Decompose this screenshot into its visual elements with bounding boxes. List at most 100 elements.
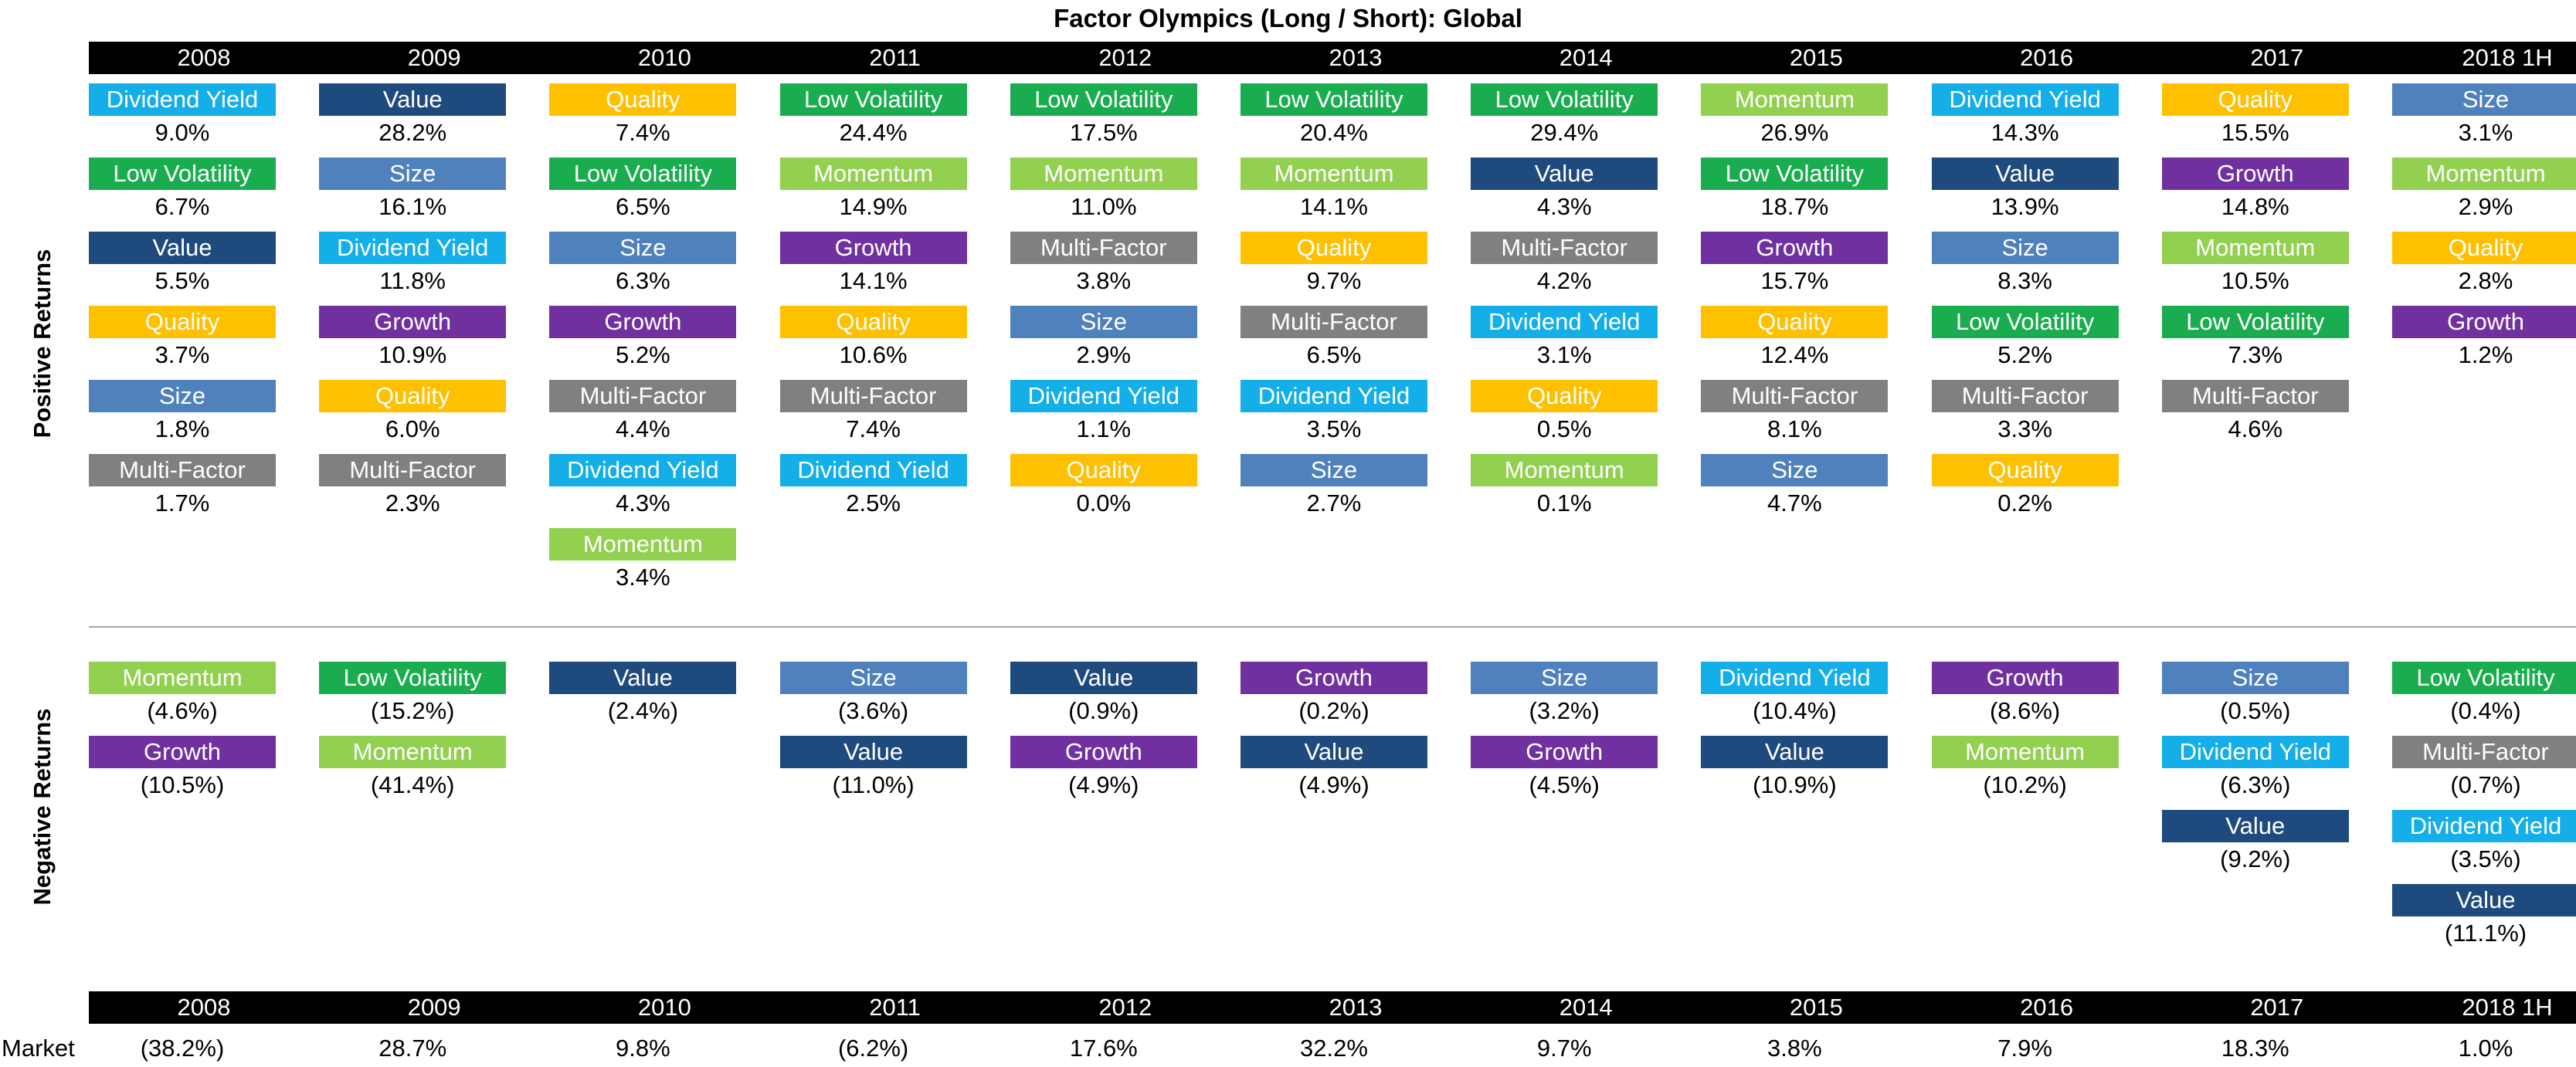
positive-factor-label-low-volatility: Low Volatility (89, 158, 276, 190)
positive-factor-label-quality: Quality (1010, 454, 1197, 486)
positive-factor-value: 2.5% (846, 489, 901, 517)
negative-factor-label-value: Value (549, 662, 737, 694)
positive-factor-value: 2.9% (1076, 341, 1132, 368)
positive-factor-value: 10.5% (2221, 267, 2289, 294)
positive-factor-label-quality: Quality (1471, 380, 1658, 412)
positive-factor-value: 3.8% (1076, 267, 1132, 294)
negative-factor-value: (41.4%) (370, 771, 455, 798)
negative-factor-label-momentum: Momentum (319, 736, 507, 768)
year-header-2010: 2010 (637, 44, 691, 71)
market-return-value: 7.9% (1997, 1035, 2052, 1062)
market-row-label: Market (2, 1035, 75, 1062)
negative-factor-label-value: Value (1010, 662, 1197, 694)
positive-factor-label-quality: Quality (89, 306, 276, 338)
positive-factor-value: 5.5% (154, 267, 210, 294)
positive-factor-value: 11.8% (379, 267, 446, 294)
positive-factor-label-size: Size (1701, 454, 1889, 486)
year-header-2012: 2012 (1098, 44, 1152, 71)
positive-factor-label-growth: Growth (319, 306, 507, 338)
positive-factor-label-value: Value (1931, 158, 2119, 190)
positive-factor-label-quality: Quality (779, 306, 967, 338)
negative-factor-value: (0.2%) (1298, 697, 1369, 724)
negative-factor-value: (0.9%) (1068, 697, 1139, 724)
positive-factor-value: 3.4% (616, 564, 670, 591)
positive-factor-label-multi-factor: Multi-Factor (1931, 380, 2119, 412)
negative-factor-value: (4.5%) (1529, 771, 1600, 798)
negative-factor-label-growth: Growth (1931, 662, 2119, 694)
negative-factor-label-low-volatility: Low Volatility (2392, 662, 2576, 694)
positive-factor-value: 18.7% (1760, 193, 1829, 220)
positive-factor-value: 7.4% (616, 119, 670, 146)
positive-factor-label-momentum: Momentum (2392, 158, 2576, 190)
positive-factor-label-momentum: Momentum (549, 528, 737, 561)
year-header-2016: 2016 (2020, 994, 2074, 1021)
year-header-2008: 2008 (177, 994, 231, 1021)
positive-factor-value: 6.0% (385, 415, 440, 442)
year-header-2011: 2011 (869, 994, 921, 1021)
market-return-value: (38.2%) (140, 1035, 225, 1062)
negative-factor-value: (6.3%) (2220, 771, 2291, 798)
positive-factor-value: 12.4% (1760, 341, 1829, 368)
positive-factor-value: 7.4% (846, 415, 901, 442)
positive-factor-value: 28.2% (378, 119, 447, 146)
positive-factor-value: 10.9% (378, 341, 447, 368)
positive-factor-label-dividend-yield: Dividend Yield (319, 232, 507, 264)
year-header-2016: 2016 (2020, 44, 2074, 71)
positive-factor-value: 0.2% (1997, 489, 2052, 517)
negative-factor-value: (10.9%) (1753, 771, 1837, 798)
year-header-bottom: 2008 2009 2010 2011 2012 2013 2014 2015 2016 2017… (89, 991, 2576, 1024)
negative-factor-value: (0.5%) (2220, 697, 2291, 724)
positive-factor-value: 3.5% (1306, 415, 1362, 442)
positive-factor-label-low-volatility: Low Volatility (1471, 83, 1658, 116)
positive-factor-label-growth: Growth (549, 306, 737, 338)
year-header-top: 2008 2009 2010 2011 2012 2013 2014 2015 2016 2017… (89, 42, 2576, 74)
positive-factor-label-multi-factor: Multi-Factor (779, 380, 967, 412)
negative-factor-value: (11.1%) (2444, 920, 2527, 947)
positive-factor-value: 0.1% (1536, 489, 1592, 517)
negative-factor-value: (2.4%) (607, 697, 679, 724)
positive-factor-value: 4.3% (1536, 193, 1592, 220)
positive-factor-label-momentum: Momentum (1701, 83, 1889, 116)
positive-factor-value: 14.1% (1300, 193, 1368, 220)
market-return-value: 9.7% (1536, 1035, 1592, 1062)
positive-factor-label-size: Size (549, 232, 737, 264)
positive-factor-label-momentum: Momentum (2161, 232, 2349, 264)
negative-factor-value: (11.0%) (832, 771, 915, 798)
positive-factor-label-low-volatility: Low Volatility (779, 83, 967, 116)
positive-factor-label-size: Size (1931, 232, 2119, 264)
positive-factor-label-dividend-yield: Dividend Yield (1240, 380, 1427, 412)
positive-factor-value: 29.4% (1530, 119, 1599, 146)
positive-factor-value: 0.0% (1076, 489, 1132, 517)
positive-factor-value: 4.4% (616, 415, 670, 442)
negative-factor-label-growth: Growth (1240, 662, 1427, 694)
market-return-value: 28.7% (378, 1035, 447, 1062)
positive-factor-label-size: Size (1240, 454, 1427, 486)
positive-factor-value: 5.2% (616, 341, 670, 368)
year-header-2015: 2015 (1789, 44, 1843, 71)
year-header-2017: 2017 (2250, 994, 2304, 1021)
positive-factor-label-momentum: Momentum (779, 158, 967, 190)
negative-factor-label-dividend-yield: Dividend Yield (2161, 736, 2349, 768)
positive-factor-label-dividend-yield: Dividend Yield (1471, 306, 1658, 338)
positive-factor-label-multi-factor: Multi-Factor (89, 454, 276, 486)
negative-factor-value: (10.5%) (140, 771, 225, 798)
positive-factor-value: 3.1% (1536, 341, 1592, 368)
positive-factor-value: 7.3% (2228, 341, 2283, 368)
positive-factor-value: 0.5% (1536, 415, 1592, 442)
positive-factor-value: 1.8% (154, 415, 210, 442)
positive-factor-value: 2.3% (385, 489, 440, 517)
market-return-value: 9.8% (616, 1035, 670, 1062)
year-header-2013: 2013 (1329, 994, 1383, 1021)
positive-factor-label-low-volatility: Low Volatility (1010, 83, 1197, 116)
positive-factor-value: 1.2% (2458, 341, 2513, 368)
year-header-2010: 2010 (637, 994, 691, 1021)
positive-factor-value: 10.6% (839, 341, 908, 368)
negative-factor-label-growth: Growth (89, 736, 276, 768)
positive-factor-label-quality: Quality (2392, 232, 2576, 264)
positive-factor-label-value: Value (89, 232, 276, 264)
positive-factor-label-low-volatility: Low Volatility (1240, 83, 1427, 116)
positive-factor-value: 3.3% (1997, 415, 2052, 442)
negative-factor-value: (3.6%) (837, 697, 909, 724)
positive-factor-value: 20.4% (1300, 119, 1368, 146)
positive-factor-value: 17.5% (1069, 119, 1138, 146)
